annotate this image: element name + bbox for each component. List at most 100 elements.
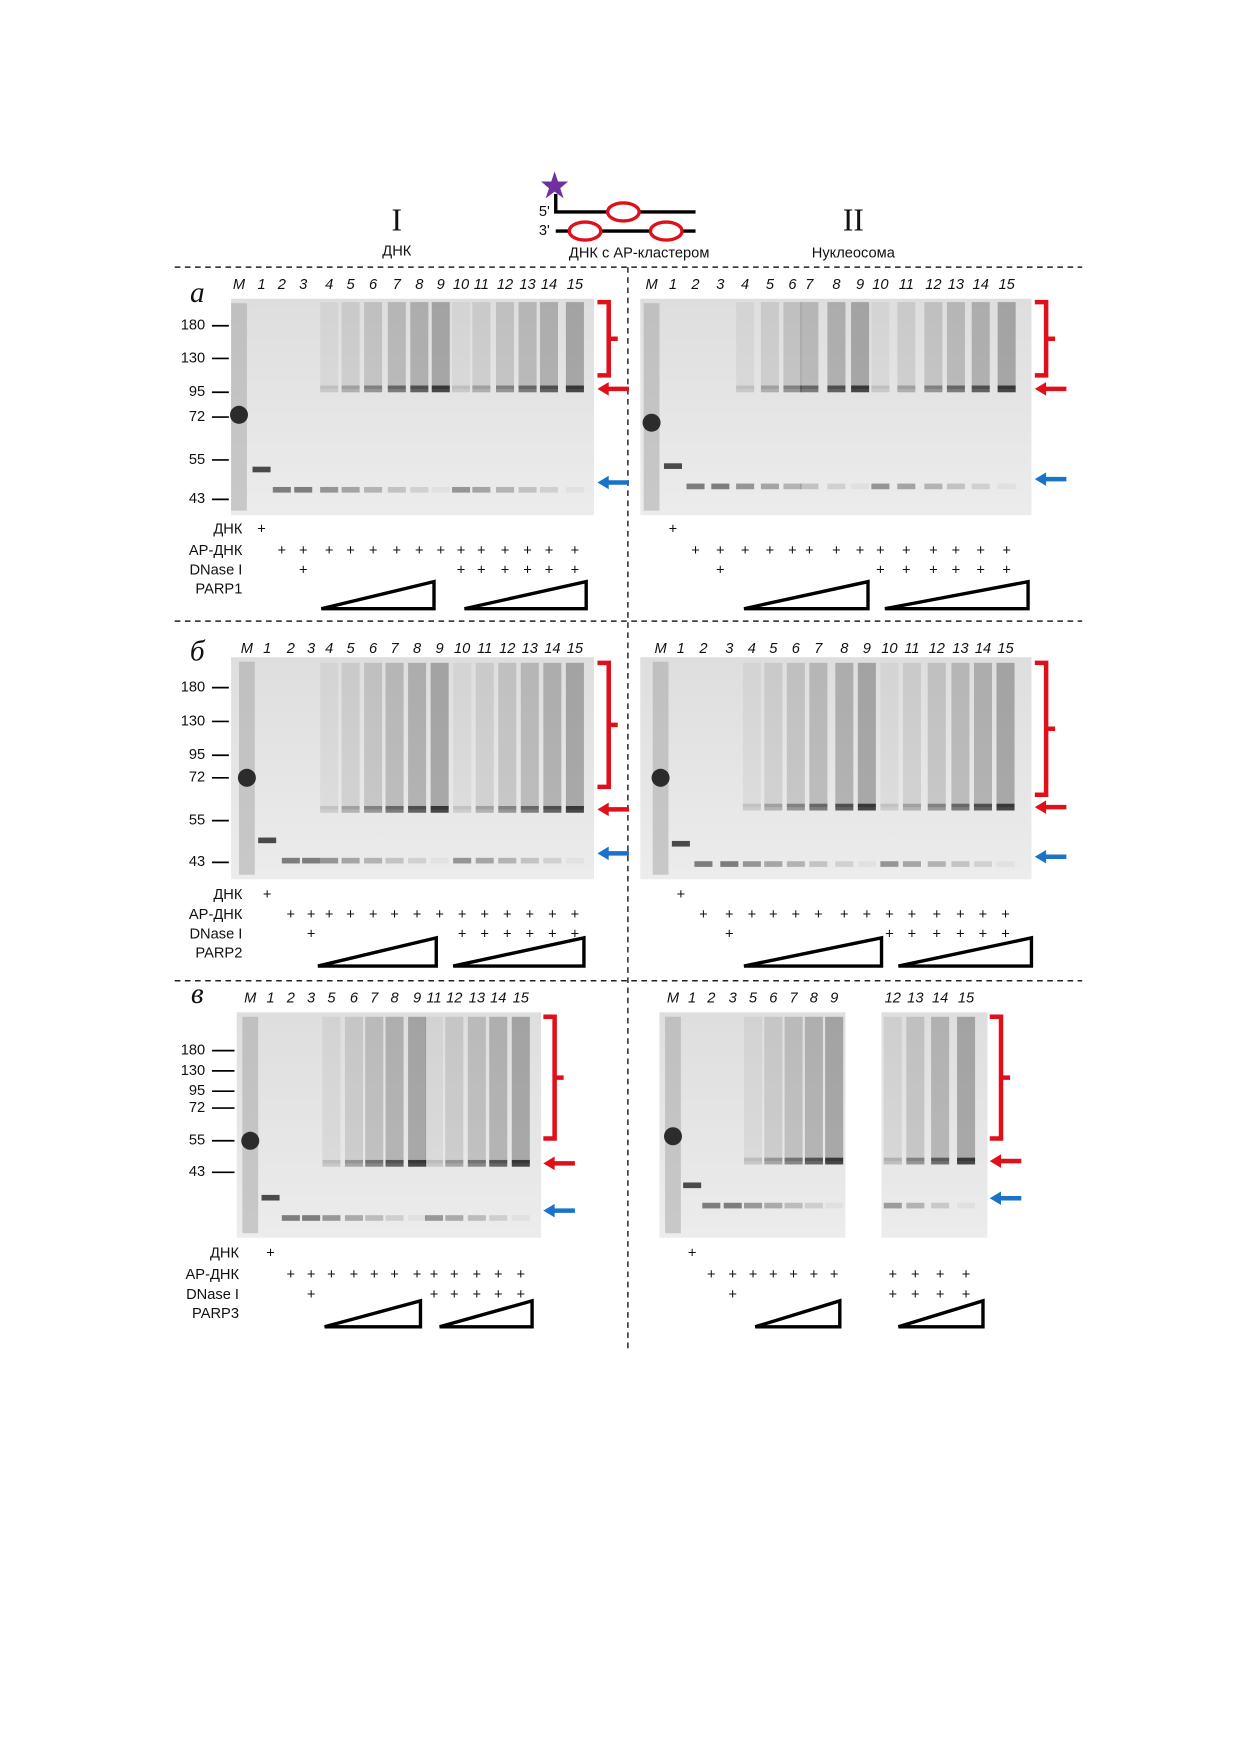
marker-label: 72 — [189, 770, 205, 786]
bracket — [597, 660, 618, 790]
arrow-head — [1034, 800, 1047, 814]
band — [320, 486, 339, 493]
plus: + — [327, 1267, 336, 1283]
band — [364, 857, 383, 864]
lane-label: 8 — [840, 641, 849, 657]
row-label: ДНК — [213, 522, 242, 538]
panel-letter: б — [190, 636, 206, 668]
band — [272, 486, 291, 493]
band — [804, 1202, 823, 1209]
lane-label: 14 — [541, 277, 557, 293]
plus: + — [503, 926, 512, 942]
band — [897, 483, 916, 490]
lane-label: 14 — [932, 991, 948, 1007]
smear — [445, 1016, 464, 1164]
smear — [365, 1016, 384, 1164]
plus: + — [952, 562, 961, 578]
plus: + — [902, 543, 911, 559]
smear — [742, 662, 761, 808]
lane-label: 2 — [690, 277, 699, 293]
band — [809, 861, 828, 867]
band — [302, 1215, 321, 1221]
lane-label: 4 — [748, 641, 756, 657]
lane-label: 6 — [769, 991, 778, 1007]
lane-label: 5 — [327, 991, 336, 1007]
plus: + — [287, 907, 296, 923]
band — [320, 805, 339, 813]
ap-site — [648, 220, 684, 242]
lane-label: 3 — [716, 277, 725, 293]
lane-label: 3 — [725, 641, 734, 657]
plus: + — [346, 907, 355, 923]
plus: + — [390, 1267, 399, 1283]
band — [827, 385, 846, 393]
marker-label: 95 — [189, 747, 205, 763]
band — [467, 1159, 486, 1167]
band — [539, 385, 559, 393]
band — [760, 483, 779, 490]
arrow-head — [1034, 472, 1047, 486]
band — [543, 857, 562, 864]
scheme-label: ДНК с AP-кластером — [569, 246, 710, 262]
plus: + — [548, 907, 557, 923]
lane-label: 9 — [830, 991, 838, 1007]
band — [946, 483, 965, 490]
smear — [472, 302, 491, 389]
bracket — [543, 1014, 564, 1141]
lane-label: 7 — [390, 641, 399, 657]
plus: + — [430, 1287, 439, 1303]
band — [445, 1215, 464, 1221]
band — [743, 1202, 763, 1209]
lane-label: 7 — [393, 277, 402, 293]
band — [927, 803, 946, 811]
band — [320, 385, 339, 393]
lane-label: 14 — [975, 641, 991, 657]
ap-site — [567, 220, 603, 242]
smear — [825, 1016, 844, 1162]
band — [835, 861, 854, 867]
smear — [800, 302, 819, 389]
plus: + — [457, 543, 466, 559]
band — [408, 1159, 427, 1167]
plus: + — [458, 907, 467, 923]
lane-label: 5 — [769, 641, 778, 657]
lane-label: 8 — [390, 991, 399, 1007]
band — [906, 1202, 925, 1209]
smear — [924, 302, 943, 389]
strand — [554, 193, 696, 214]
gradient-wedge — [884, 579, 1030, 611]
lane-label: 11 — [904, 641, 919, 657]
band — [489, 1215, 508, 1221]
gel — [640, 298, 1032, 516]
plus: + — [346, 543, 355, 559]
plus: + — [932, 926, 941, 942]
plus: + — [325, 543, 334, 559]
band — [344, 1215, 363, 1221]
band — [341, 805, 360, 813]
band — [835, 803, 854, 811]
plus: + — [1002, 543, 1011, 559]
gradient-wedge — [743, 935, 884, 968]
plus: + — [936, 1287, 945, 1303]
band — [663, 463, 682, 469]
band — [783, 385, 802, 393]
plus: + — [688, 1245, 697, 1261]
plus: + — [299, 562, 308, 578]
smear — [341, 662, 360, 810]
lane-label: 9 — [437, 277, 445, 293]
lane-label: 12 — [497, 277, 513, 293]
band — [520, 857, 539, 864]
marker-lane — [652, 661, 669, 875]
band — [743, 1157, 763, 1165]
marker-label: 130 — [181, 350, 205, 366]
band — [800, 385, 819, 393]
plus: + — [263, 887, 272, 903]
dna-scheme: 5' 3' ДНК с AP-кластером — [539, 171, 710, 262]
plus: + — [889, 1267, 898, 1283]
plus: + — [517, 1287, 526, 1303]
plus: + — [766, 543, 775, 559]
plus: + — [840, 907, 849, 923]
band — [786, 803, 805, 811]
lane-label: M — [241, 641, 254, 657]
band — [736, 385, 755, 393]
